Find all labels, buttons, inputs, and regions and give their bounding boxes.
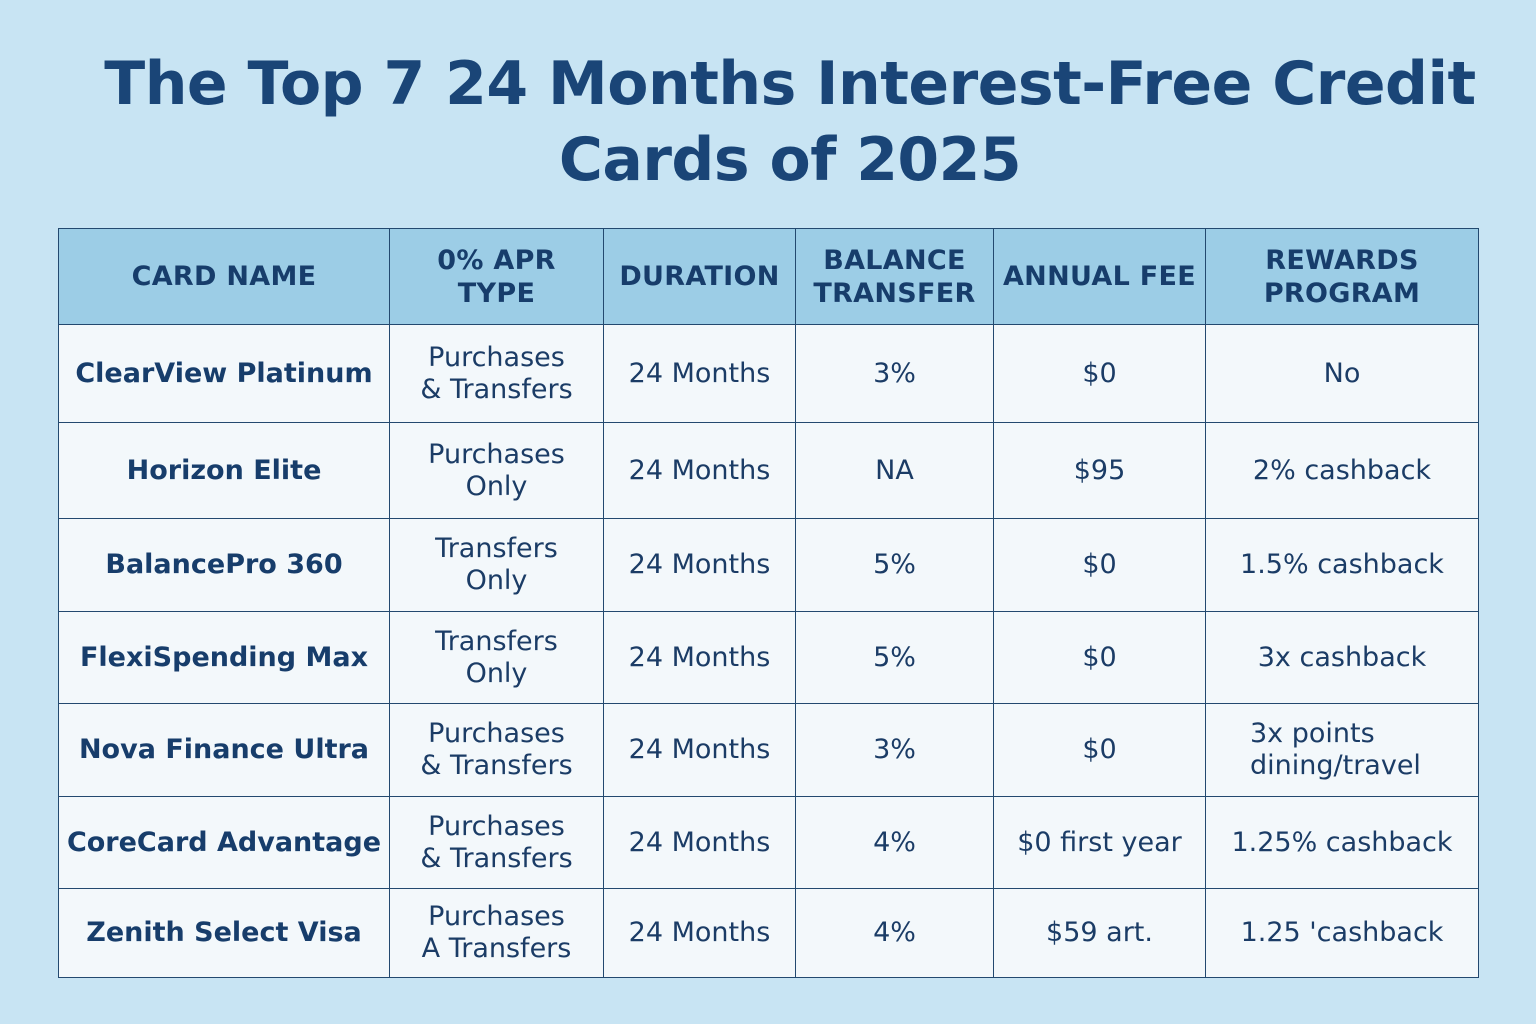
header-row: CARD NAME 0% APR TYPE DURATION BALANCE T…: [58, 228, 1479, 325]
table-row: Horizon Elite Purchases Only 24 Months N…: [58, 422, 1479, 519]
cell-balance-transfer: NA: [795, 422, 994, 519]
table-row: FlexiSpending Max Transfers Only 24 Mont…: [58, 611, 1479, 704]
cell-rewards: No: [1205, 324, 1479, 423]
cell-balance-transfer: 3%: [795, 703, 994, 797]
cell-apr-type: Purchases Only: [389, 422, 604, 519]
cell-rewards: 1.25% cashback: [1205, 796, 1479, 889]
cell-apr-type: Purchases & Transfers: [389, 796, 604, 889]
cell-rewards: 2% cashback: [1205, 422, 1479, 519]
cell-card-name: CoreCard Advantage: [58, 796, 390, 889]
table-row: BalancePro 360 Transfers Only 24 Months …: [58, 518, 1479, 612]
page-title: The Top 7 24 Months Interest-Free Credit…: [0, 46, 1536, 198]
cell-annual-fee: $0: [993, 703, 1206, 797]
header-balance-transfer-label: BALANCE TRANSFER: [813, 244, 976, 309]
cell-card-name: FlexiSpending Max: [58, 611, 390, 704]
table-row: Zenith Select Visa Purchases A Transfers…: [58, 888, 1479, 978]
table-body: ClearView Platinum Purchases & Transfers…: [58, 324, 1479, 978]
table-row: Nova Finance Ultra Purchases & Transfers…: [58, 703, 1479, 797]
cell-card-name: Horizon Elite: [58, 422, 390, 519]
cell-card-name: ClearView Platinum: [58, 324, 390, 423]
header-card-name: CARD NAME: [58, 228, 390, 325]
page-title-line-2: Cards of 2025: [558, 125, 1022, 195]
cell-duration: 24 Months: [603, 422, 796, 519]
page-title-line-1: The Top 7 24 Months Interest-Free Credit: [104, 49, 1476, 119]
cell-annual-fee: $0 first year: [993, 796, 1206, 889]
header-annual-fee: ANNUAL FEE: [993, 228, 1206, 325]
cell-apr-type: Purchases & Transfers: [389, 703, 604, 797]
cell-duration: 24 Months: [603, 518, 796, 612]
header-rewards-program: REWARDS PROGRAM: [1205, 228, 1479, 325]
table-row: ClearView Platinum Purchases & Transfers…: [58, 324, 1479, 423]
header-balance-transfer: BALANCE TRANSFER: [795, 228, 994, 325]
credit-card-comparison-table: CARD NAME 0% APR TYPE DURATION BALANCE T…: [58, 228, 1479, 978]
cell-apr-type: Purchases A Transfers: [389, 888, 604, 978]
cell-annual-fee: $0: [993, 611, 1206, 704]
cell-card-name: Nova Finance Ultra: [58, 703, 390, 797]
cell-card-name: Zenith Select Visa: [58, 888, 390, 978]
cell-annual-fee: $0: [993, 324, 1206, 423]
cell-balance-transfer: 4%: [795, 796, 994, 889]
cell-rewards: 1.25 'cashback: [1205, 888, 1479, 978]
cell-duration: 24 Months: [603, 611, 796, 704]
cell-duration: 24 Months: [603, 888, 796, 978]
cell-duration: 24 Months: [603, 703, 796, 797]
header-duration: DURATION: [603, 228, 796, 325]
cell-balance-transfer: 5%: [795, 518, 994, 612]
cell-rewards: 1.5% cashback: [1205, 518, 1479, 612]
cell-apr-type: Purchases & Transfers: [389, 324, 604, 423]
header-apr-type: 0% APR TYPE: [389, 228, 604, 325]
table-row: CoreCard Advantage Purchases & Transfers…: [58, 796, 1479, 889]
cell-rewards: 3x points dining/travel: [1205, 703, 1479, 797]
cell-rewards: 3x cashback: [1205, 611, 1479, 704]
cell-duration: 24 Months: [603, 796, 796, 889]
header-rewards-program-label: REWARDS PROGRAM: [1263, 244, 1421, 309]
cell-duration: 24 Months: [603, 324, 796, 423]
table-header: CARD NAME 0% APR TYPE DURATION BALANCE T…: [58, 228, 1479, 325]
cell-apr-type: Transfers Only: [389, 518, 604, 612]
cell-balance-transfer: 5%: [795, 611, 994, 704]
cell-apr-type: Transfers Only: [389, 611, 604, 704]
cell-annual-fee: $59 art.: [993, 888, 1206, 978]
cell-balance-transfer: 3%: [795, 324, 994, 423]
cell-card-name: BalancePro 360: [58, 518, 390, 612]
header-apr-type-label: 0% APR TYPE: [437, 244, 556, 309]
cell-annual-fee: $0: [993, 518, 1206, 612]
cell-annual-fee: $95: [993, 422, 1206, 519]
cell-balance-transfer: 4%: [795, 888, 994, 978]
